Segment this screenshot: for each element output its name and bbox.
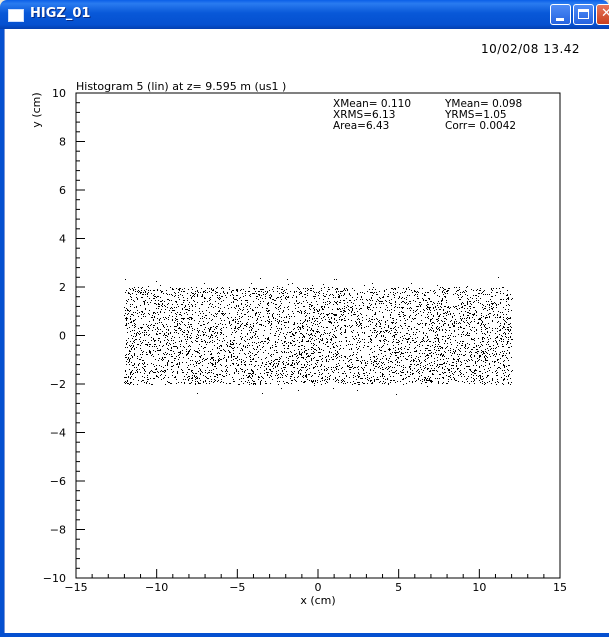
window-icon (8, 9, 24, 22)
y-tick-label: −2 (50, 378, 66, 391)
window-border-bottom (0, 633, 609, 637)
y-tick-label: 2 (59, 281, 66, 294)
x-tick-label: −15 (64, 581, 87, 594)
stat-right: Corr= 0.0042 (445, 120, 516, 132)
x-axis-ticks: −15 −10 −5 0 5 10 15 (64, 569, 567, 594)
plot-title: Histogram 5 (lin) at z= 9.595 m (us1 ) (76, 80, 286, 93)
y-tick-label: 6 (59, 184, 66, 197)
y-tick-label: 4 (59, 233, 66, 246)
x-tick-label: 10 (472, 581, 486, 594)
x-axis-label: x (cm) (300, 594, 335, 607)
x-tick-label: 15 (553, 581, 567, 594)
maximize-button[interactable] (573, 4, 594, 25)
y-tick-label: −8 (50, 524, 66, 537)
stat-left: Area=6.43 (333, 120, 389, 132)
y-tick-label: 10 (52, 87, 66, 100)
x-tick-label: 5 (395, 581, 402, 594)
stat-right: YMean= 0.098 (444, 98, 522, 110)
stat-left: XRMS=6.13 (333, 109, 395, 121)
y-tick-label: 8 (59, 136, 66, 149)
scatter-points (124, 277, 513, 395)
close-button[interactable] (596, 4, 609, 25)
y-tick-label: −6 (50, 475, 66, 488)
x-tick-label: −5 (229, 581, 245, 594)
y-tick-label: −4 (50, 427, 66, 440)
window-border-left (0, 29, 4, 637)
timestamp: 10/02/08 13.42 (481, 42, 581, 56)
y-axis-ticks: −10 −8 −6 −4 −2 0 2 4 6 8 10 (43, 87, 85, 585)
stat-left: XMean= 0.110 (333, 98, 411, 110)
y-axis-label: y (cm) (30, 92, 43, 127)
title-bar[interactable]: HIGZ_01 (0, 0, 609, 29)
stats-box: XMean= 0.110 YMean= 0.098 XRMS=6.13 YRMS=1.… (333, 98, 522, 132)
stat-right: YRMS=1.05 (444, 109, 507, 121)
window-title: HIGZ_01 (30, 6, 91, 21)
y-tick-label: 0 (59, 330, 66, 343)
x-tick-label: 0 (315, 581, 322, 594)
scatter-point-cloud (124, 277, 513, 395)
x-tick-label: −10 (145, 581, 168, 594)
minimize-button[interactable] (550, 4, 571, 25)
y-tick-label: −10 (43, 572, 66, 585)
